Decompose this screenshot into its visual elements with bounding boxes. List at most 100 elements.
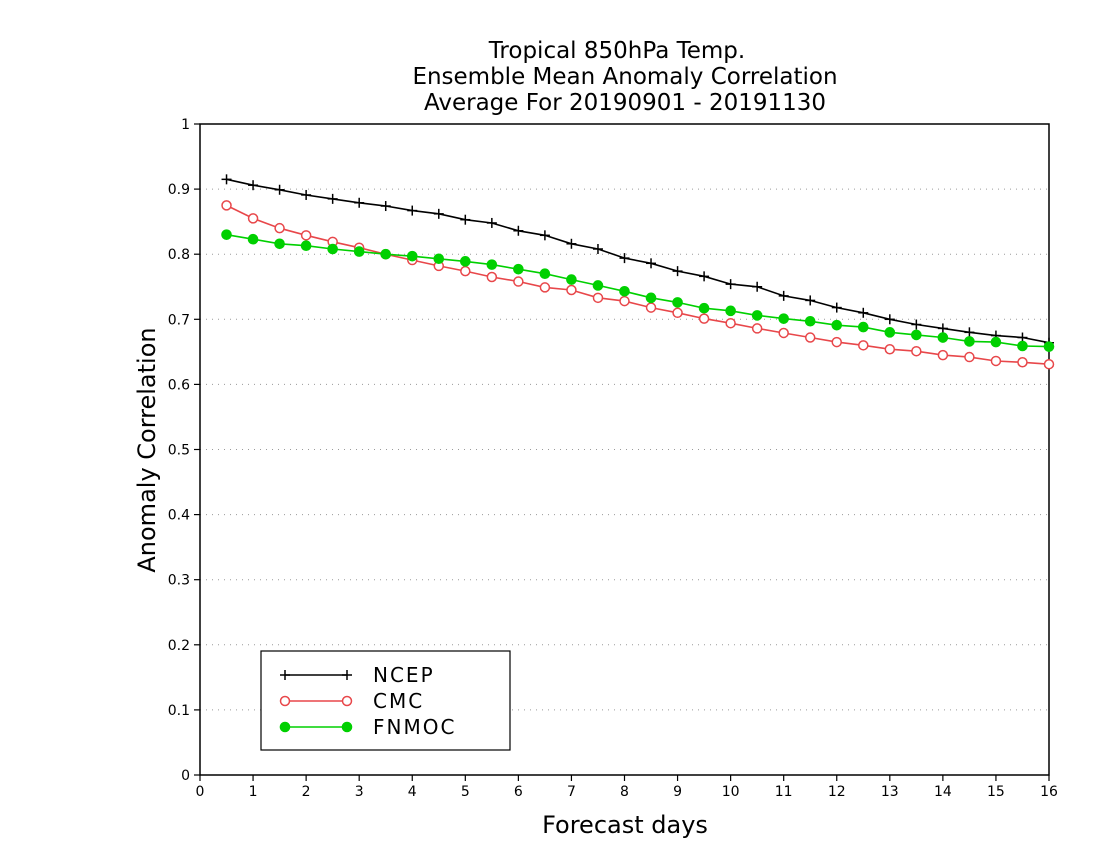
data-point-cmc (778, 327, 789, 339)
data-point-ncep (858, 307, 869, 318)
legend-item-fnmoc: FNMOC (279, 715, 456, 739)
x-tick-label: 2 (302, 784, 311, 800)
legend-label-ncep: NCEP (373, 663, 435, 687)
data-point-ncep (592, 243, 603, 254)
data-point-ncep (433, 208, 444, 219)
data-point-fnmoc (1017, 340, 1028, 352)
data-point-cmc (247, 213, 259, 224)
data-point-cmc (645, 302, 657, 313)
y-tick-label: 0.9 (168, 182, 190, 198)
data-point-fnmoc (964, 336, 975, 347)
chart-title-line-1: Tropical 850hPa Temp. (488, 38, 745, 64)
data-point-fnmoc (221, 229, 232, 240)
y-tick-label: 0.3 (168, 573, 190, 589)
data-point-ncep (566, 238, 577, 249)
y-tick-label: 0.2 (168, 638, 190, 654)
data-point-ncep (964, 327, 975, 338)
data-point-ncep (937, 323, 948, 334)
data-point-ncep (672, 266, 683, 277)
y-tick-label: 0.5 (168, 443, 190, 459)
legend-item-ncep: NCEP (280, 663, 435, 687)
data-point-ncep (486, 217, 497, 228)
data-point-fnmoc (698, 302, 710, 314)
data-point-fnmoc (937, 332, 949, 343)
data-point-ncep (831, 302, 842, 313)
data-point-ncep (513, 225, 524, 236)
legend-label-fnmoc: FNMOC (373, 715, 456, 739)
data-point-ncep (539, 230, 550, 241)
x-tick-label: 7 (567, 784, 576, 800)
data-point-fnmoc (778, 313, 789, 324)
data-point-cmc (539, 282, 551, 293)
series-line-cmc (226, 204, 1050, 365)
data-point-ncep (380, 201, 391, 212)
x-tick-label: 15 (987, 784, 1005, 800)
x-tick-label: 12 (828, 784, 846, 800)
data-point-ncep (327, 193, 338, 204)
data-point-fnmoc (619, 286, 630, 297)
data-point-cmc (937, 349, 949, 361)
data-point-fnmoc (460, 256, 471, 267)
data-point-cmc (300, 230, 312, 241)
series-ncep (221, 174, 1054, 348)
x-tick-label: 8 (620, 784, 629, 800)
data-point-fnmoc (672, 297, 683, 308)
data-point-fnmoc (804, 315, 816, 327)
data-point-ncep (248, 180, 259, 191)
data-point-fnmoc (911, 329, 922, 341)
y-tick-label: 0.7 (168, 312, 190, 328)
y-tick-label: 1 (181, 117, 190, 133)
legend-marker-ncep (280, 670, 290, 680)
x-tick-label: 6 (514, 784, 523, 800)
data-point-cmc (698, 313, 710, 324)
data-point-cmc (858, 340, 869, 351)
data-point-cmc (725, 317, 736, 329)
data-point-fnmoc (884, 327, 896, 338)
data-point-fnmoc (645, 292, 657, 304)
legend-marker-fnmoc (341, 721, 353, 733)
data-point-cmc (619, 295, 630, 307)
legend-marker-fnmoc (279, 721, 291, 733)
data-point-ncep (221, 174, 232, 185)
data-point-cmc (460, 265, 471, 277)
data-point-ncep (646, 258, 657, 269)
data-point-ncep (354, 197, 365, 208)
legend-marker-ncep (342, 670, 352, 680)
data-point-fnmoc (247, 233, 259, 245)
y-axis-title: Anomaly Correlation (133, 327, 161, 572)
data-point-fnmoc (857, 321, 869, 333)
y-tick-label: 0.6 (168, 377, 190, 393)
data-point-fnmoc (406, 250, 418, 262)
data-point-ncep (460, 214, 471, 225)
data-point-ncep (778, 290, 789, 301)
series-line-fnmoc (226, 233, 1050, 348)
data-point-fnmoc (513, 263, 524, 275)
series-line-ncep (226, 178, 1050, 344)
data-point-cmc (1043, 358, 1055, 370)
data-point-cmc (566, 284, 577, 296)
x-axis-title: Forecast days (542, 811, 708, 839)
data-point-fnmoc (380, 248, 392, 260)
data-point-fnmoc (300, 240, 312, 252)
data-point-cmc (831, 336, 842, 348)
data-point-cmc (964, 351, 975, 363)
data-point-cmc (221, 200, 232, 211)
data-point-cmc (486, 271, 498, 283)
x-tick-label: 13 (881, 784, 899, 800)
data-point-fnmoc (831, 319, 843, 331)
legend-item-cmc: CMC (279, 689, 422, 713)
x-tick-label: 3 (355, 784, 364, 800)
data-point-fnmoc (725, 305, 736, 317)
data-point-cmc (884, 343, 896, 355)
data-point-cmc (911, 345, 922, 357)
data-point-fnmoc (327, 243, 338, 255)
x-tick-label: 5 (461, 784, 470, 800)
data-point-cmc (672, 307, 683, 319)
data-point-fnmoc (486, 259, 498, 270)
data-point-cmc (804, 332, 816, 343)
data-point-ncep (884, 314, 895, 325)
x-tick-label: 1 (249, 784, 258, 800)
legend-marker-cmc (341, 695, 353, 707)
series-cmc (221, 200, 1055, 370)
data-point-fnmoc (990, 336, 1002, 348)
